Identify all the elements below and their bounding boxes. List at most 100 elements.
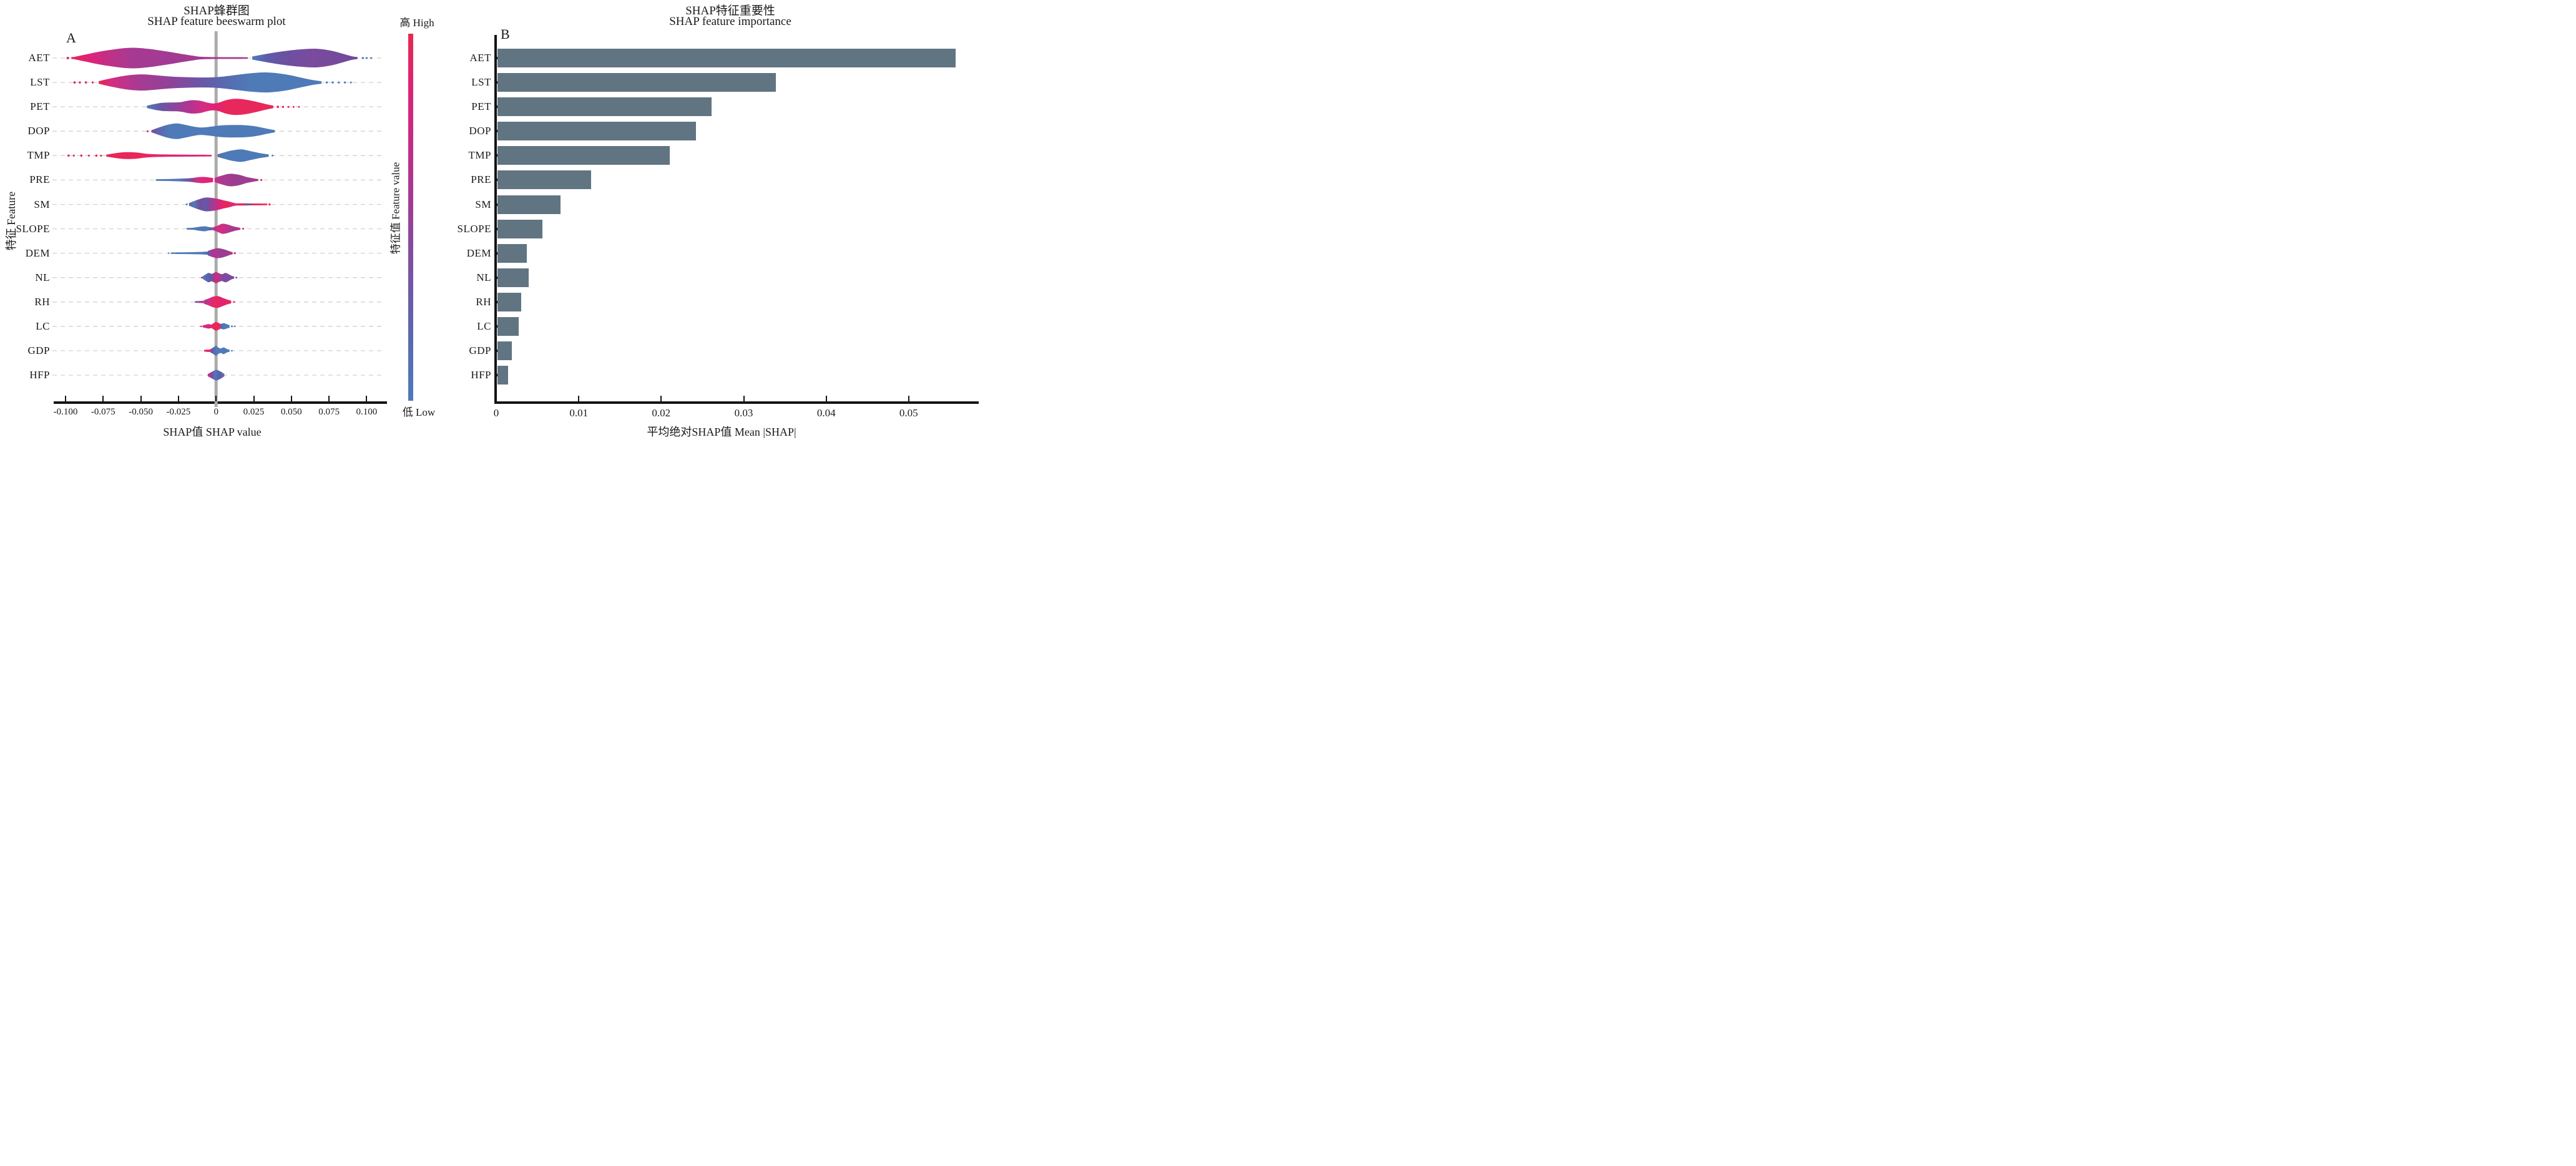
shap-figure: SHAP蜂群图 SHAP feature beeswarm plot A SHA… [0,0,979,443]
panel-b-xtick-label-2: 0.02 [652,407,671,419]
violin-LST-0 [99,72,321,93]
swarm-dot-NL-0 [200,277,203,279]
swarm-dot-DOP-0 [146,130,149,132]
swarm-dot-TMP-5 [100,154,102,157]
swarm-dot-TMP-0 [67,154,70,157]
bar-LST [497,73,776,92]
swarm-dot-SLOPE-0 [242,228,245,230]
panel-a-xtick-label-6: 0.050 [280,407,302,417]
panel-b-xtick-4 [825,396,827,401]
panel-b-yaxis-spine [494,35,497,404]
panel-a-xtick-2 [140,396,142,401]
swarm-dot-LST-6 [338,81,340,84]
panel-a-xtick-8 [366,396,368,401]
panel-b-xaxis-line [494,401,979,404]
panel-a-xaxis-line [54,401,387,404]
panel-a-xtick-4 [215,396,217,401]
bar-SM [497,195,561,214]
panel-a-feature-label-PRE: PRE [29,174,50,186]
panel-a-feature-label-RH: RH [34,295,50,308]
bar-SLOPE [497,219,543,238]
panel-b-xaxis-title: 平均绝对SHAP值 Mean |SHAP| [647,426,796,438]
violin-RH-0 [195,300,204,303]
swarm-dot-AET-1 [71,57,74,59]
panel-a-xtick-5 [253,396,255,401]
panel-b-xtick-5 [908,396,909,401]
violin-PRE-1 [214,174,258,187]
swarm-dot-LST-0 [73,81,76,84]
bar-GDP [497,341,512,360]
violin-HFP-0 [207,370,225,381]
swarm-dot-SM-1 [268,203,271,206]
swarm-dot-PET-0 [277,105,279,109]
bar-AET [497,49,956,67]
panel-a-xaxis-title: SHAP值 SHAP value [163,426,262,438]
bar-DOP [497,122,696,141]
swarm-dot-PRE-0 [260,179,263,181]
violin-TMP-0 [106,152,212,159]
violin-PET-0 [147,99,273,115]
panel-b-xtick-2 [660,396,662,401]
violin-GDP-0 [203,349,210,352]
violin-LC-0 [202,324,212,329]
panel-a-xtick-label-2: -0.050 [129,407,153,417]
violin-RH-1 [203,296,232,308]
swarm-dot-DEM-1 [233,252,236,255]
swarm-dot-AET-3 [361,57,365,59]
violin-SM-1 [235,203,268,206]
swarm-dot-TMP-4 [95,154,98,157]
panel-a-xtick-7 [328,396,330,401]
panel-a-feature-label-LST: LST [30,76,50,89]
panel-b-xtick-label-3: 0.03 [734,407,753,419]
panel-b-xtick-1 [578,396,580,401]
feature-value-colorbar [408,34,413,401]
swarm-dot-LC-2 [234,325,236,328]
violin-SLOPE-0 [187,226,213,232]
panel-a-feature-label-SM: SM [34,198,50,210]
panel-a-label: A [66,30,76,46]
panel-a-xtick-1 [102,396,104,401]
bar-HFP [497,366,508,385]
bar-TMP [497,146,670,165]
panel-b-feature-label-LC: LC [477,320,491,332]
violin-AET-1 [252,48,358,68]
panel-b-label: B [501,26,510,42]
panel-a-title-zh: SHAP蜂群图 [184,4,250,17]
violin-DEM-1 [207,248,233,258]
swarm-dot-AET-2 [76,57,78,59]
panel-b-title-zh: SHAP特征重要性 [685,4,775,17]
swarm-dot-PET-1 [282,105,285,108]
panel-b-feature-label-SM: SM [475,198,491,210]
panel-a-feature-label-PET: PET [30,100,50,113]
violin-GDP-1 [210,345,230,356]
violin-PRE-0 [155,177,213,184]
panel-b-xtick-label-1: 0.01 [569,407,589,419]
panel-b-feature-label-GDP: GDP [469,344,491,356]
panel-b-feature-label-TMP: TMP [468,149,491,162]
panel-a-feature-label-LC: LC [36,320,50,332]
swarm-dot-AET-4 [365,57,368,59]
swarm-dot-TMP-2 [80,154,83,157]
panel-b-feature-label-NL: NL [476,271,491,283]
bar-LC [497,316,519,336]
violin-DOP-0 [151,123,275,139]
panel-a-xtick-0 [65,396,66,401]
panel-a-xtick-label-5: 0.025 [243,407,265,417]
colorbar-high-label: 高 High [399,17,434,29]
panel-b-xtick-3 [743,396,745,401]
bar-PRE [497,170,592,190]
swarm-dot-DEM-0 [168,252,170,254]
panel-a-xtick-label-0: -0.100 [53,407,78,417]
bar-NL [497,268,529,287]
panel-a-xtick-label-4: 0 [213,407,218,417]
panel-b-feature-label-PRE: PRE [471,174,491,186]
violin-TMP-1 [217,149,269,162]
bar-PET [497,97,712,117]
panel-a-feature-label-AET: AET [28,52,50,64]
panel-a-xtick-3 [177,396,179,401]
swarm-dot-TMP-3 [87,154,90,157]
panel-b-xtick-label-4: 0.04 [816,407,836,419]
panel-b-feature-label-AET: AET [469,52,491,64]
panel-a-feature-label-NL: NL [35,271,50,283]
swarm-dot-LST-4 [325,81,328,84]
